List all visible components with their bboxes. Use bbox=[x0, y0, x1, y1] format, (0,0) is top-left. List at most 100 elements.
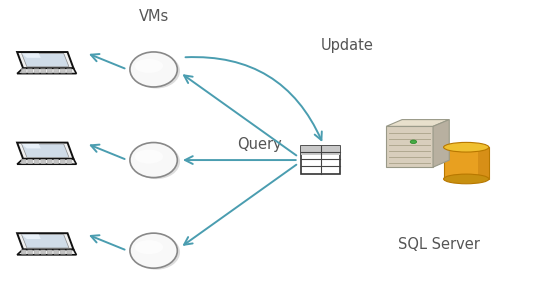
Polygon shape bbox=[22, 144, 41, 149]
Polygon shape bbox=[53, 163, 59, 164]
Polygon shape bbox=[17, 52, 73, 68]
Polygon shape bbox=[27, 252, 33, 253]
Polygon shape bbox=[67, 72, 72, 73]
Polygon shape bbox=[27, 70, 33, 71]
Bar bbox=[444, 147, 489, 179]
Circle shape bbox=[410, 140, 417, 143]
Polygon shape bbox=[67, 70, 72, 71]
Polygon shape bbox=[40, 252, 46, 253]
Ellipse shape bbox=[133, 235, 180, 270]
Polygon shape bbox=[47, 71, 52, 72]
Polygon shape bbox=[27, 250, 33, 251]
Polygon shape bbox=[21, 160, 26, 161]
Polygon shape bbox=[34, 71, 39, 72]
Polygon shape bbox=[21, 251, 26, 252]
Polygon shape bbox=[47, 250, 52, 251]
Polygon shape bbox=[34, 251, 39, 252]
Polygon shape bbox=[27, 251, 33, 252]
Polygon shape bbox=[27, 159, 33, 160]
Polygon shape bbox=[53, 159, 59, 160]
Polygon shape bbox=[47, 252, 52, 253]
Polygon shape bbox=[34, 159, 39, 160]
Polygon shape bbox=[53, 70, 59, 71]
Polygon shape bbox=[53, 69, 59, 70]
Polygon shape bbox=[22, 235, 69, 248]
Polygon shape bbox=[34, 160, 39, 161]
Polygon shape bbox=[47, 70, 52, 71]
Ellipse shape bbox=[133, 144, 180, 179]
Polygon shape bbox=[53, 252, 59, 253]
Polygon shape bbox=[40, 250, 46, 251]
Polygon shape bbox=[40, 72, 46, 73]
Polygon shape bbox=[27, 69, 33, 70]
Polygon shape bbox=[67, 160, 72, 161]
Polygon shape bbox=[21, 253, 26, 254]
Polygon shape bbox=[34, 72, 39, 73]
Polygon shape bbox=[67, 253, 72, 254]
Polygon shape bbox=[60, 69, 65, 70]
Polygon shape bbox=[17, 68, 77, 74]
Polygon shape bbox=[22, 235, 41, 239]
Polygon shape bbox=[40, 69, 46, 70]
Polygon shape bbox=[17, 159, 77, 164]
Polygon shape bbox=[47, 251, 52, 252]
Polygon shape bbox=[53, 71, 59, 72]
Ellipse shape bbox=[130, 233, 177, 268]
Polygon shape bbox=[67, 159, 72, 160]
Polygon shape bbox=[67, 69, 72, 70]
Polygon shape bbox=[34, 253, 39, 254]
Polygon shape bbox=[34, 163, 39, 164]
Polygon shape bbox=[47, 253, 52, 254]
Polygon shape bbox=[21, 70, 26, 71]
Polygon shape bbox=[27, 163, 33, 164]
Text: Query: Query bbox=[237, 137, 282, 153]
Polygon shape bbox=[22, 53, 41, 58]
Polygon shape bbox=[67, 251, 72, 252]
Ellipse shape bbox=[444, 174, 489, 184]
Polygon shape bbox=[47, 69, 52, 70]
Bar bbox=[301, 146, 340, 155]
Polygon shape bbox=[60, 72, 65, 73]
Polygon shape bbox=[40, 71, 46, 72]
Ellipse shape bbox=[135, 149, 163, 164]
Polygon shape bbox=[47, 72, 52, 73]
Polygon shape bbox=[40, 251, 46, 252]
Polygon shape bbox=[27, 253, 33, 254]
Bar bbox=[478, 147, 489, 179]
Polygon shape bbox=[40, 160, 46, 161]
Polygon shape bbox=[21, 163, 26, 164]
Polygon shape bbox=[60, 163, 65, 164]
Polygon shape bbox=[60, 160, 65, 161]
Polygon shape bbox=[40, 70, 46, 71]
Polygon shape bbox=[60, 71, 65, 72]
Text: SQL Server: SQL Server bbox=[398, 237, 480, 252]
Ellipse shape bbox=[133, 53, 180, 88]
Polygon shape bbox=[47, 160, 52, 161]
Polygon shape bbox=[40, 253, 46, 254]
Polygon shape bbox=[433, 120, 450, 167]
Polygon shape bbox=[53, 251, 59, 252]
Polygon shape bbox=[27, 71, 33, 72]
Polygon shape bbox=[67, 71, 72, 72]
Polygon shape bbox=[27, 160, 33, 161]
Polygon shape bbox=[27, 72, 33, 73]
Polygon shape bbox=[47, 159, 52, 160]
Polygon shape bbox=[40, 159, 46, 160]
Polygon shape bbox=[67, 163, 72, 164]
Polygon shape bbox=[53, 253, 59, 254]
Polygon shape bbox=[53, 160, 59, 161]
Polygon shape bbox=[17, 143, 73, 159]
Polygon shape bbox=[17, 233, 73, 249]
Polygon shape bbox=[21, 72, 26, 73]
Polygon shape bbox=[60, 251, 65, 252]
Polygon shape bbox=[60, 252, 65, 253]
Polygon shape bbox=[47, 163, 52, 164]
Ellipse shape bbox=[130, 52, 177, 87]
Polygon shape bbox=[21, 252, 26, 253]
Ellipse shape bbox=[444, 142, 489, 152]
Polygon shape bbox=[60, 253, 65, 254]
Polygon shape bbox=[60, 70, 65, 71]
Polygon shape bbox=[53, 72, 59, 73]
Text: VMs: VMs bbox=[139, 9, 169, 24]
Ellipse shape bbox=[135, 59, 163, 73]
